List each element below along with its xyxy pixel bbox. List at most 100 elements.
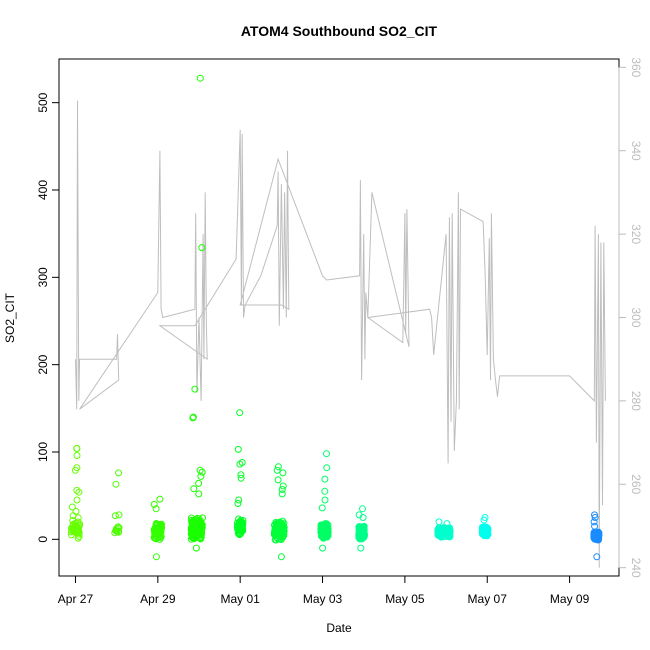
y-tick-label: 100 [36,442,50,462]
data-point [152,505,160,513]
y-tick-label: 0 [36,536,50,543]
data-point [440,529,448,537]
data-point [111,512,119,520]
y2-tick-label: 340 [629,141,643,161]
data-point [360,522,368,530]
data-point [591,522,599,530]
data-point [434,527,442,534]
data-point [275,528,283,536]
y2-tick-label: 320 [629,224,643,244]
data-point [321,475,329,483]
data-point [190,534,197,542]
x-tick-label: May 03 [303,592,343,606]
y-tick-label: 200 [36,354,50,374]
series-group [434,518,454,541]
data-point [191,385,199,393]
data-point [75,488,83,496]
data-point [73,486,81,494]
data-point [69,512,77,520]
x-tick-label: May 01 [220,592,260,606]
data-point [197,472,205,480]
data-point [319,544,327,552]
data-point [593,553,601,561]
data-point [190,485,198,493]
data-point [194,520,202,528]
data-point [235,496,243,504]
x-axis-label: Date [326,621,352,635]
data-point [318,504,326,512]
data-point [357,529,365,537]
data-point [115,469,123,477]
data-point [237,517,245,525]
y-tick-label: 400 [36,180,50,200]
data-point [276,524,284,532]
data-point [115,511,123,519]
series-group [270,463,288,561]
data-point [236,526,244,534]
data-point [435,518,443,526]
y-axis: 0 100 200 300 400 500 [36,92,60,543]
data-point [321,525,329,533]
data-point [323,464,331,472]
data-point [67,528,75,536]
data-point [358,530,366,538]
data-point [234,445,242,453]
y-tick-label: 500 [36,92,50,112]
data-point [279,517,286,525]
data-point [239,521,246,528]
data-point [74,518,82,526]
series-group [233,409,247,539]
series-group [67,445,84,542]
data-point [192,544,200,552]
data-point [274,463,282,471]
data-point [67,524,75,532]
data-point [189,414,197,422]
data-point [193,522,200,530]
data-point [191,525,198,533]
y-axis-label: SO2_CIT [3,292,17,343]
y-tick-label: 300 [36,267,50,287]
data-point [71,466,79,474]
series-group [150,495,165,561]
x-tick-label: Apr 29 [140,592,176,606]
series-group [478,514,492,540]
data-point [277,553,285,561]
series-group [111,469,123,537]
data-point [112,480,120,488]
data-point [279,482,287,490]
data-point [150,500,158,508]
data-point [155,522,163,530]
data-point [68,503,76,511]
series-group [317,450,332,552]
plot-frame [58,58,620,577]
data-point [73,445,81,452]
x-axis: Apr 27 Apr 29 May 01 May 03 May 05 May 07 May … [58,575,590,606]
series-group [590,511,603,561]
data-point [234,500,242,507]
data-point [594,532,602,540]
data-point [279,469,287,477]
data-point [72,523,80,530]
y2-tick-label: 360 [629,57,643,77]
data-point [115,528,123,536]
data-point [357,533,365,541]
plot-area [67,74,606,568]
secondary-series-line [75,100,606,568]
y2-tick-label: 300 [629,307,643,327]
data-point [156,495,164,503]
data-point [150,534,158,542]
data-point [237,474,245,482]
data-point [595,529,603,537]
data-point [321,496,329,504]
secondary-y-axis: 240 260 280 300 320 340 360 [618,57,643,578]
y2-tick-label: 280 [629,391,643,411]
data-point [236,460,244,468]
data-point [480,516,488,524]
y2-tick-label: 260 [629,474,643,494]
data-point [198,468,206,476]
data-point [591,511,598,519]
data-point [73,496,81,504]
data-point [359,505,366,513]
